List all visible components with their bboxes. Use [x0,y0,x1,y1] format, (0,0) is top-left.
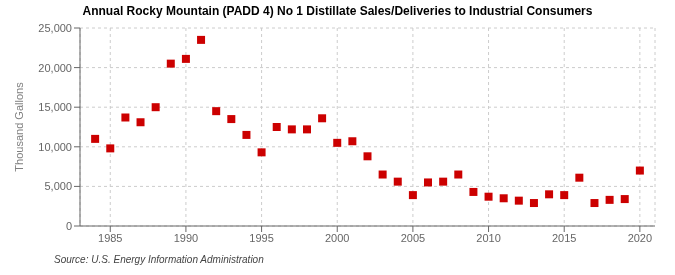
svg-text:1995: 1995 [249,232,273,244]
svg-text:25,000: 25,000 [38,22,72,34]
svg-text:0: 0 [66,220,72,232]
svg-text:2000: 2000 [325,232,349,244]
svg-text:15,000: 15,000 [38,101,72,113]
svg-text:1985: 1985 [98,232,122,244]
svg-text:1990: 1990 [174,232,198,244]
html-text:Source: U.S. Energy Informatio: Source: U.S. Energy Information Administ… [54,254,264,265]
svg-text:2020: 2020 [628,232,652,244]
svg-text:2010: 2010 [476,232,500,244]
svg-text:Thousand Gallons: Thousand Gallons [13,82,25,172]
svg-text:10,000: 10,000 [38,141,72,153]
svg-text:2015: 2015 [552,232,576,244]
svg-text:2005: 2005 [401,232,425,244]
svg-text:20,000: 20,000 [38,62,72,74]
html-text:Annual Rocky Mountain (PADD 4): Annual Rocky Mountain (PADD 4) No 1 Dist… [82,4,593,18]
svg-text:5,000: 5,000 [44,180,72,192]
